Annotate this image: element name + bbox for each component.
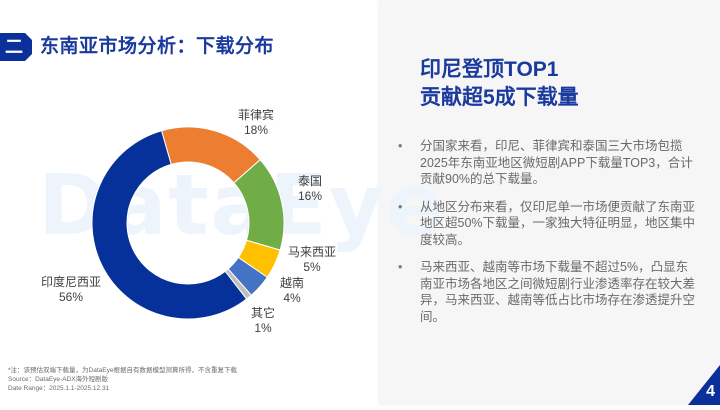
bullet-text: 分国家来看，印尼、菲律宾和泰国三大市场包揽2025年东南亚地区微短剧APP下载量… (420, 139, 693, 186)
insight-headline: 印尼登顶TOP1 贡献超5成下载量 (420, 56, 579, 112)
bullet-text: 马来西亚、越南等市场下载量不超过5%，凸显东南亚市场各地区之间微短剧行业渗透率存… (420, 260, 696, 324)
bullet-dot-icon: • (398, 199, 403, 214)
bullet-text: 从地区分布来看，仅印尼单一市场便贡献了东南亚地区超50%下载量，一家独大特征明显… (420, 199, 696, 247)
label-indonesia: 印度尼西亚 56% (40, 275, 101, 304)
label-vietnam: 越南 4% (279, 276, 304, 305)
bullet-dot-icon: • (398, 260, 403, 274)
insight-panel (380, 0, 720, 405)
insight-bullets: • 分国家来看，印尼、菲律宾和泰国三大市场包揽2025年东南亚地区微短剧APP下… (398, 138, 698, 336)
bullet-item: • 马来西亚、越南等市场下载量不超过5%，凸显东南亚市场各地区之间微短剧行业渗透… (398, 259, 698, 325)
page-title: 东南亚市场分析：下载分布 (40, 36, 275, 57)
chart-panel (0, 0, 380, 405)
bullet-item: • 分国家来看，印尼、菲律宾和泰国三大市场包揽2025年东南亚地区微短剧APP下… (398, 138, 698, 188)
headline-line-1: 印尼登顶TOP1 (420, 58, 559, 81)
headline-line-2: 贡献超5成下载量 (420, 86, 579, 109)
label-thailand: 泰国 16% (297, 174, 323, 203)
donut-chart (91, 126, 285, 320)
footnote-note: *注：该预估双端下载量，为DataEye根据自有数据模型测算所得，不含重复下载 (8, 367, 237, 374)
footnote-source: Source：DataEye-ADX海外短剧版 (8, 376, 109, 383)
footnote-date-range: Date Range：2025.1.1-2025.12.31 (8, 385, 110, 392)
page-number: 4 (706, 383, 715, 400)
section-number: 二 (5, 37, 23, 57)
page-corner-triangle (688, 365, 720, 405)
label-philippines: 菲律宾 18% (237, 108, 274, 137)
label-malaysia: 马来西亚 5% (287, 245, 336, 274)
bullet-item: • 从地区分布来看，仅印尼单一市场便贡献了东南亚地区超50%下载量，一家独大特征… (398, 199, 698, 249)
bullet-dot-icon: • (398, 139, 403, 153)
section-number-badge: 二 (0, 33, 32, 61)
donut-slice (91, 130, 248, 320)
label-others: 其它 1% (250, 306, 275, 335)
footnotes: *注：该预估双端下载量，为DataEye根据自有数据模型测算所得，不含重复下载 … (8, 366, 237, 393)
